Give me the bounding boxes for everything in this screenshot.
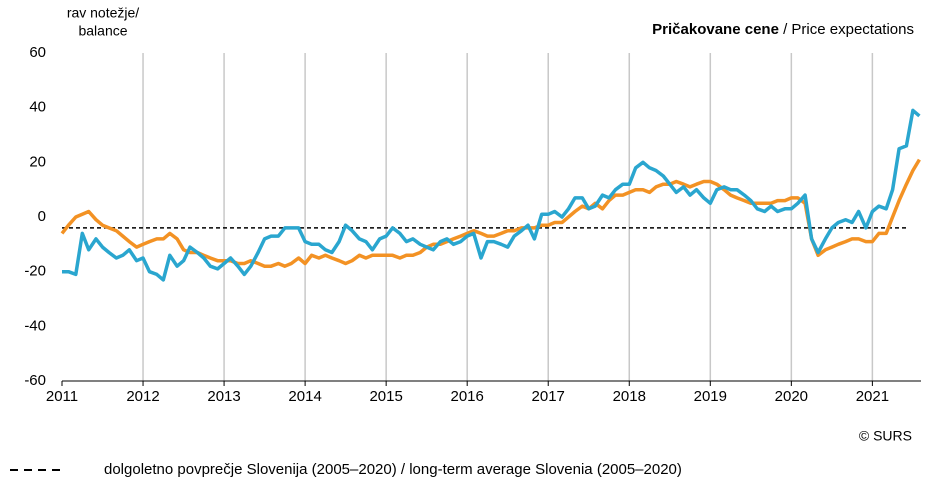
x-tick-label: 2019 xyxy=(694,388,727,405)
x-tick-label: 2012 xyxy=(126,388,159,405)
chart-title: Pričakovane cene / Price expectations xyxy=(652,21,914,38)
x-tick-label: 2011 xyxy=(46,388,78,405)
title-en: / Price expectations xyxy=(783,21,914,38)
y-axis-label: rav notežje/ xyxy=(67,5,139,21)
legend-label: dolgoletno povprečje Slovenija (2005–202… xyxy=(104,461,682,478)
title-sl: Pričakovane cene xyxy=(652,21,779,38)
x-tick-label: 2016 xyxy=(451,388,484,405)
y-tick-label: 0 xyxy=(38,208,46,225)
source: © SURS xyxy=(859,428,912,444)
y-axis-label: balance xyxy=(78,23,127,39)
x-tick-label: 2020 xyxy=(775,388,808,405)
y-tick-label: -60 xyxy=(24,372,46,389)
y-tick-label: -40 xyxy=(24,317,46,334)
y-tick-label: 20 xyxy=(29,153,46,170)
x-tick-label: 2021 xyxy=(856,388,889,405)
y-tick-label: -20 xyxy=(24,263,46,280)
series-line xyxy=(60,158,921,268)
x-tick-label: 2014 xyxy=(288,388,321,405)
x-tick-label: 2017 xyxy=(532,388,565,405)
y-tick-label: 40 xyxy=(29,99,46,116)
x-tick-label: 2015 xyxy=(369,388,402,405)
x-tick-label: 2013 xyxy=(207,388,240,405)
x-tick-label: 2018 xyxy=(613,388,646,405)
y-tick-label: 60 xyxy=(29,44,46,61)
series-line xyxy=(62,108,921,282)
